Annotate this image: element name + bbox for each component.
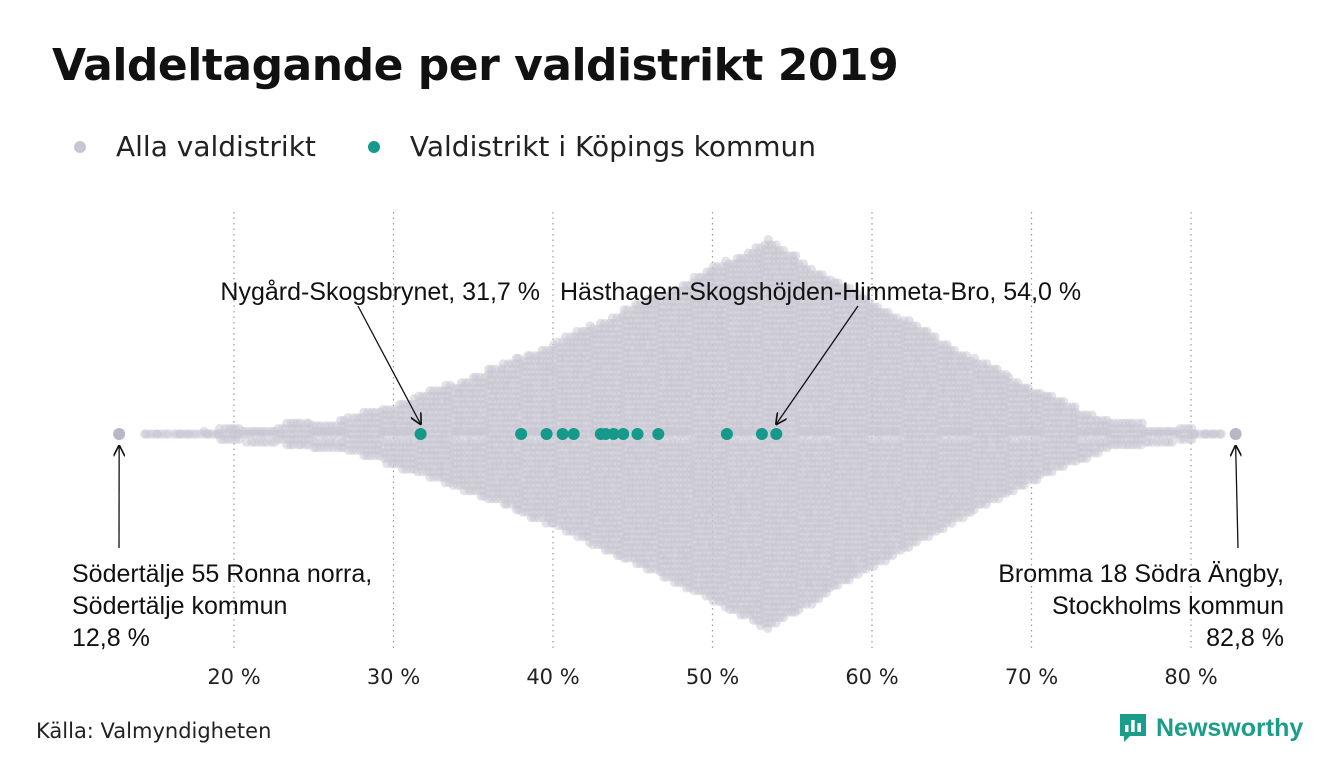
legend-label-local: Valdistrikt i Köpings kommun (409, 130, 817, 163)
legend-dot-local (367, 140, 380, 153)
legend: Alla valdistrikt Valdistrikt i Köpings k… (74, 130, 868, 163)
legend-item-all: Alla valdistrikt (74, 130, 316, 163)
all-districts-swarm (140, 235, 1226, 634)
chart-title: Valdeltagande per valdistrikt 2019 (52, 40, 899, 91)
legend-item-local: Valdistrikt i Köpings kommun (367, 130, 817, 163)
legend-label-all: Alla valdistrikt (116, 130, 316, 163)
legend-dot-all (74, 140, 86, 153)
